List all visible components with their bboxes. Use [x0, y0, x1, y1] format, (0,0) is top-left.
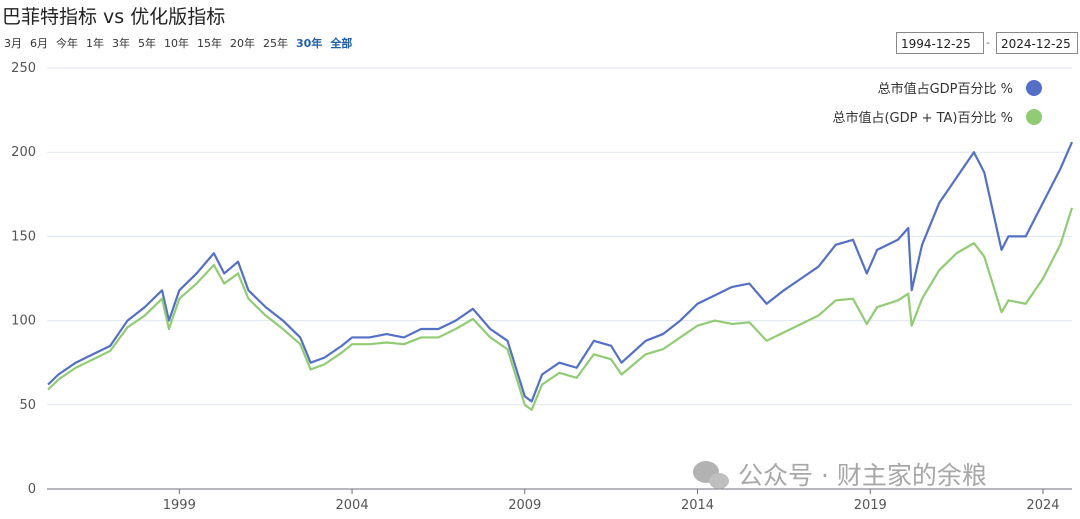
- watermark-icon: [709, 473, 729, 489]
- range-button[interactable]: 15年: [197, 37, 222, 50]
- legend-label: 总市值占(GDP + TA)百分比 %: [832, 110, 1013, 126]
- range-button[interactable]: 3年: [112, 37, 130, 50]
- y-tick-label: 50: [19, 398, 36, 413]
- range-button[interactable]: 5年: [138, 37, 156, 50]
- x-tick-label: 2024: [1026, 498, 1059, 513]
- line-series: [47, 141, 1074, 403]
- date-to[interactable]: 2024-12-25: [996, 32, 1078, 54]
- range-button[interactable]: 3月: [4, 37, 22, 50]
- y-tick-label: 250: [11, 61, 36, 76]
- y-tick-label: 0: [28, 482, 36, 497]
- x-tick-label: 2019: [854, 498, 887, 513]
- range-button[interactable]: 30年: [296, 37, 323, 50]
- range-button[interactable]: 6月: [30, 37, 48, 50]
- watermark: 公众号 · 财主家的余粮: [693, 461, 987, 490]
- legend-label: 总市值占GDP百分比 %: [878, 81, 1013, 97]
- y-tick-label: 100: [11, 314, 36, 329]
- y-tick-label: 150: [11, 229, 36, 244]
- x-tick-label: 2004: [336, 498, 369, 513]
- line-series: [47, 207, 1074, 411]
- legend-marker: [1026, 109, 1042, 125]
- legend-marker: [1026, 80, 1042, 96]
- range-button[interactable]: 10年: [164, 37, 189, 50]
- range-button[interactable]: 25年: [263, 37, 288, 50]
- watermark-text: 公众号 · 财主家的余粮: [738, 461, 987, 490]
- x-tick-label: 2014: [681, 498, 714, 513]
- range-buttons: 3月 6月 今年 1年 3年 5年 10年 15年 20年 25年 30年 全部: [4, 35, 352, 51]
- y-tick-label: 200: [11, 145, 36, 160]
- range-button[interactable]: 20年: [230, 37, 255, 50]
- range-button[interactable]: 今年: [56, 37, 78, 50]
- chart-title: 巴菲特指标 vs 优化版指标: [2, 6, 226, 28]
- x-tick-label: 2009: [508, 498, 541, 513]
- x-tick-label: 1999: [163, 498, 196, 513]
- range-button[interactable]: 全部: [330, 37, 353, 50]
- range-button[interactable]: 1年: [86, 37, 104, 50]
- date-from[interactable]: 1994-12-25: [896, 32, 984, 54]
- date-separator: -: [986, 36, 990, 49]
